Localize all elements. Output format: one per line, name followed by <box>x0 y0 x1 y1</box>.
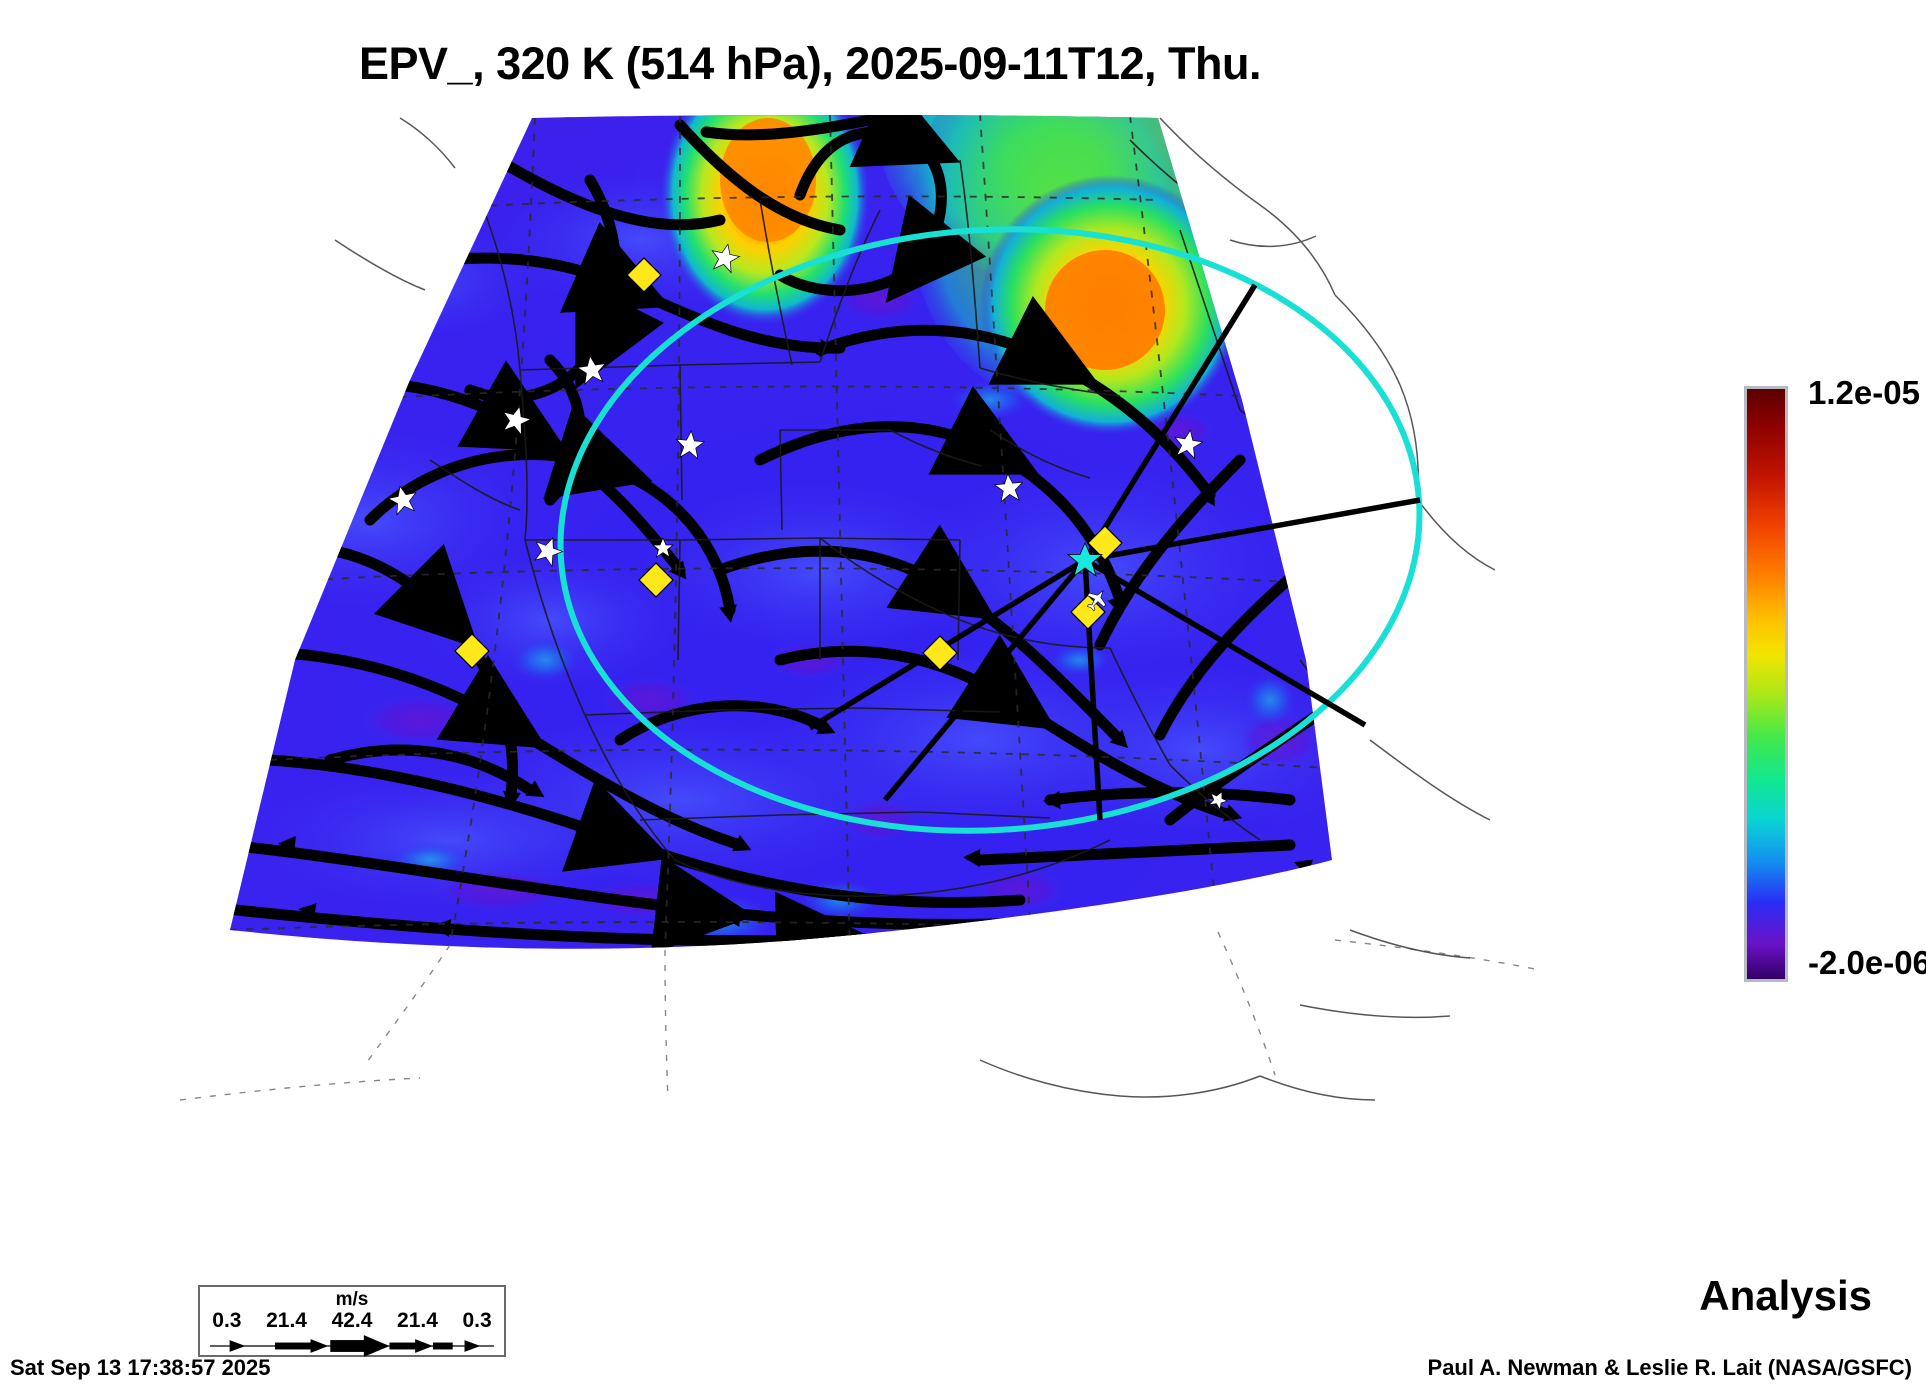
yellow-diamond-marker[interactable] <box>1070 594 1106 630</box>
white-star-marker[interactable] <box>675 430 706 460</box>
white-star-marker-small[interactable] <box>652 537 674 558</box>
wind-value-2: 42.4 <box>331 1309 373 1332</box>
yellow-diamond-marker[interactable] <box>626 257 662 293</box>
wind-arrow-small-left <box>229 1340 246 1352</box>
colorbar[interactable]: 1.2e-05 -2.0e-06 <box>1744 374 1926 986</box>
colorbar-max-label: 1.2e-05 <box>1808 374 1920 411</box>
yellow-diamond-marker[interactable] <box>922 635 958 671</box>
wind-legend-arrow-glyphs <box>209 1335 495 1357</box>
wind-arrow-small-right <box>464 1340 481 1352</box>
author-credit: Paul A. Newman & Leslie R. Lait (NASA/GS… <box>1427 1355 1912 1380</box>
wind-value-0: 0.3 <box>212 1309 242 1332</box>
white-star-marker[interactable] <box>993 473 1024 503</box>
streamlines <box>230 115 1332 949</box>
wind-arrow-medium-left <box>310 1339 329 1353</box>
cyan-hub-star-marker[interactable] <box>1066 541 1104 578</box>
white-star-marker[interactable] <box>576 354 607 386</box>
white-star-marker[interactable] <box>386 483 419 516</box>
wind-value-1: 21.4 <box>266 1309 307 1332</box>
generation-timestamp: Sat Sep 13 17:38:57 2025 <box>10 1355 271 1380</box>
aircraft-icon[interactable] <box>1082 585 1111 614</box>
wind-legend-values: 0.3 21.4 42.4 21.4 0.3 <box>200 1309 504 1333</box>
white-star-marker[interactable] <box>1172 428 1204 460</box>
white-star-marker[interactable] <box>499 403 533 436</box>
yellow-diamond-marker[interactable] <box>638 562 674 598</box>
analysis-label: Analysis <box>1699 1272 1872 1319</box>
wind-arrow-large-center <box>363 1335 390 1357</box>
page-title: EPV_, 320 K (514 hPa), 2025-09-11T12, Th… <box>359 38 1261 89</box>
yellow-diamond-marker[interactable] <box>454 633 490 669</box>
white-star-marker[interactable] <box>530 533 566 568</box>
map-panel[interactable] <box>120 100 1640 1280</box>
colorbar-gradient <box>1744 386 1788 982</box>
wind-speed-legend: m/s 0.3 21.4 42.4 21.4 0.3 <box>198 1285 506 1357</box>
white-star-marker-small[interactable] <box>1206 788 1229 811</box>
coastlines-outside-domain <box>334 117 1496 1101</box>
map-plot[interactable] <box>120 100 1640 1280</box>
pv-field-raster <box>230 115 1332 949</box>
yellow-diamond-marker[interactable] <box>1087 525 1123 561</box>
colorbar-min-label: -2.0e-06 <box>1808 944 1926 981</box>
streamline-arrowheads <box>266 138 1314 937</box>
station-markers-diamond[interactable] <box>454 257 1123 671</box>
wind-legend-unit-label: m/s <box>335 1289 369 1310</box>
white-star-marker[interactable] <box>709 241 742 274</box>
lat-lon-graticule <box>230 115 1332 949</box>
station-markers-star[interactable] <box>386 241 1230 811</box>
wind-arrow-medium-right <box>415 1339 433 1353</box>
wind-value-3: 21.4 <box>397 1309 438 1332</box>
wind-value-4: 0.3 <box>462 1309 492 1332</box>
graticule-outside-domain <box>179 931 1541 1101</box>
